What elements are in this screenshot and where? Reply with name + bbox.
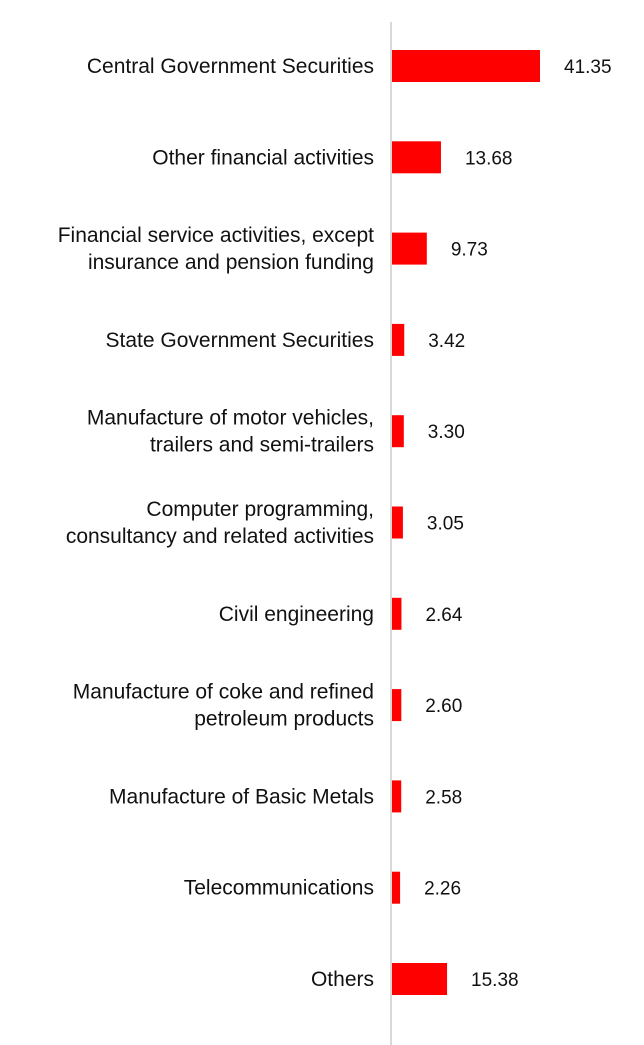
data-label: 2.60 (425, 696, 462, 717)
data-label: 2.64 (425, 605, 462, 626)
bar (392, 141, 441, 174)
data-label: 3.30 (428, 422, 465, 443)
bar (392, 506, 403, 539)
bar (392, 689, 402, 722)
data-label: 9.73 (451, 240, 488, 261)
bar (392, 963, 448, 995)
tick-label: Manufacture of Basic Metals (109, 785, 374, 808)
bar (392, 50, 540, 82)
bars (392, 50, 540, 995)
tick-label: Computer programming, (146, 498, 374, 521)
tick-label: Telecommunications (184, 877, 374, 900)
tick-label: Other financial activities (152, 146, 374, 169)
bar (392, 871, 401, 904)
bar (392, 597, 402, 630)
value-labels: 41.35 13.68 9.73 3.42 3.30 3.05 2.64 2.60 2.58 2.… (424, 57, 611, 991)
bar (392, 415, 404, 448)
bar (392, 232, 427, 265)
bar (392, 780, 402, 813)
tick-label: Manufacture of coke and refined (73, 681, 374, 704)
tick-label: State Government Securities (106, 329, 374, 352)
category-labels: Central Government Securities Other finan… (58, 55, 374, 991)
tick-label: Manufacture of motor vehicles, (87, 407, 374, 430)
tick-label: Others (311, 968, 374, 991)
tick-label: trailers and semi-trailers (150, 434, 374, 457)
bar (392, 323, 405, 356)
tick-label: Financial service activities, except (58, 224, 374, 247)
tick-label: Civil engineering (219, 603, 374, 626)
data-label: 41.35 (564, 57, 612, 78)
data-label: 13.68 (465, 148, 513, 169)
tick-label: Central Government Securities (87, 55, 374, 78)
tick-label: petroleum products (194, 708, 374, 731)
data-label: 3.42 (428, 331, 465, 352)
data-label: 2.26 (424, 879, 461, 900)
data-label: 15.38 (471, 970, 519, 991)
tick-label: insurance and pension funding (88, 251, 374, 274)
data-label: 3.05 (427, 514, 464, 535)
data-label: 2.58 (425, 787, 462, 808)
tick-label: consultancy and related activities (66, 525, 374, 548)
